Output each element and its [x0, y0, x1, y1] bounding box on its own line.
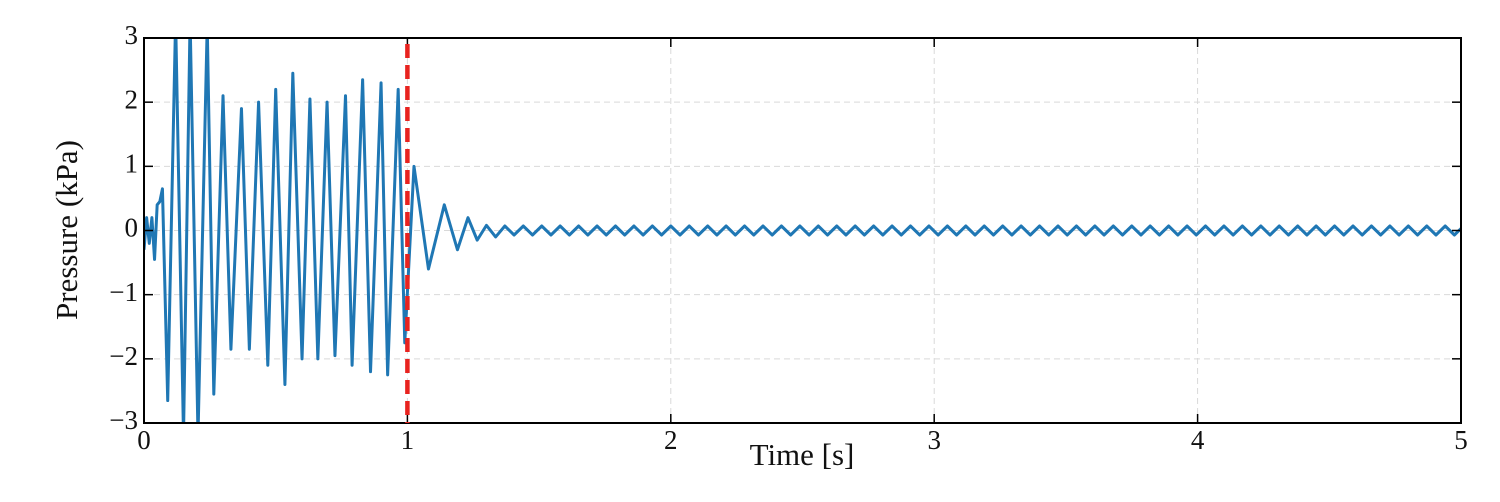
ticks: 0 1 2 3 4 5 −3 −2 −1 0 1 2 3: [109, 20, 1467, 455]
x-tick-label: 1: [401, 425, 415, 455]
y-axis-label: Pressure (kPa): [49, 140, 84, 320]
y-tick-label: 0: [125, 213, 139, 243]
x-tick-label: 4: [1191, 425, 1205, 455]
y-tick-label: −3: [109, 405, 138, 435]
y-tick-label: 1: [125, 149, 139, 179]
y-tick-label: 3: [125, 20, 139, 50]
y-tick-label: 2: [125, 84, 139, 114]
x-tick-label: 3: [927, 425, 941, 455]
y-tick-label: −1: [109, 277, 138, 307]
data-line: [144, 38, 1461, 423]
y-tick-label: −2: [109, 341, 138, 371]
x-tick-label: 0: [137, 425, 151, 455]
x-tick-label: 5: [1454, 425, 1468, 455]
x-axis-label: Time [s]: [750, 437, 855, 472]
plot-area: [144, 38, 1461, 423]
x-tick-label: 2: [664, 425, 678, 455]
